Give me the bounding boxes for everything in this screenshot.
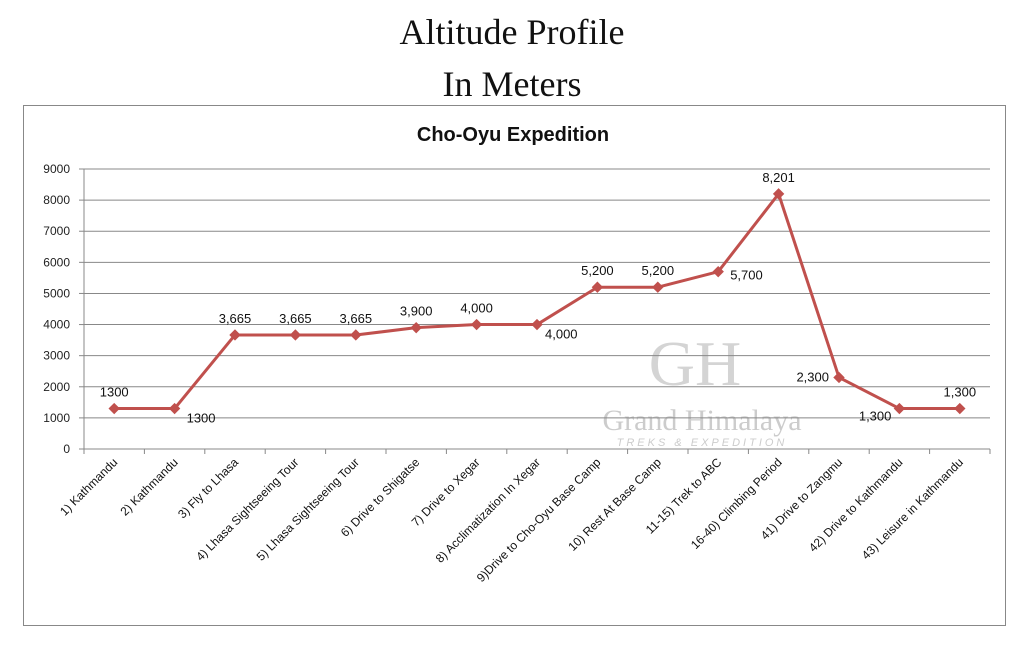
data-point [712, 265, 724, 278]
data-point [168, 402, 181, 415]
data-point [954, 402, 966, 415]
x-category-label: 8) Acclimatization In Xegar [433, 455, 543, 565]
data-point [470, 318, 483, 331]
data-label: 5,200 [581, 263, 614, 278]
data-label: 2,300 [796, 369, 829, 384]
data-label: 4,000 [545, 327, 578, 342]
page-heading-line2: In Meters [442, 64, 582, 104]
data-label: 3,665 [219, 311, 252, 326]
y-tick-label: 4000 [43, 318, 70, 332]
data-label: 3,900 [400, 304, 433, 319]
y-tick-label: 6000 [43, 255, 70, 269]
grid-lines [84, 168, 990, 419]
data-label: 4,000 [460, 301, 493, 316]
x-category-label: 43) Leisure in Kathmandu [859, 455, 966, 562]
data-label: 5,200 [642, 263, 675, 278]
data-point [893, 402, 906, 415]
x-category-label: 4) Lhasa Sightseeing Tour [193, 455, 301, 563]
data-label: 5,700 [730, 268, 763, 283]
chart-frame [23, 105, 1006, 626]
data-point [652, 281, 664, 293]
x-category-label: 2) Kathmandu [118, 455, 181, 518]
y-tick-label: 2000 [43, 380, 70, 394]
chart-title: Cho-Oyu Expedition [417, 124, 609, 146]
x-category-label: 1) Kathmandu [57, 455, 120, 518]
x-category-label: 5) Lhasa Sightseeing Tour [254, 455, 362, 563]
data-label: 3,665 [279, 311, 312, 326]
page-heading-line1: Altitude Profile [399, 12, 625, 52]
y-tick-label: 3000 [43, 349, 70, 363]
y-tick-label: 8000 [43, 193, 70, 207]
data-point [289, 329, 302, 341]
data-label: 1,300 [859, 409, 892, 424]
data-label: 8,201 [762, 170, 795, 185]
x-category-label: 9)Drive to Cho-Oyu Base Camp [474, 455, 604, 585]
data-labels: 1300 1300 3,665 3,665 3,665 3,900 4,000 4,000 5,… [100, 170, 976, 426]
series-altitude [108, 188, 966, 415]
watermark-monogram: GH [649, 328, 741, 399]
data-point [833, 371, 845, 384]
data-point [591, 281, 604, 293]
data-label: 3,665 [340, 311, 373, 326]
watermark-logo: GH Grand Himalaya TREKS & EXPEDITION [602, 328, 801, 449]
data-label: 1300 [100, 385, 129, 400]
data-point [772, 188, 785, 200]
x-category-label: 3) Fly to Lhasa [175, 455, 241, 521]
data-point [410, 321, 422, 334]
data-label: 1300 [187, 411, 216, 426]
y-tick-label: 9000 [43, 162, 70, 176]
series-line [114, 192, 960, 411]
y-tick-label: 0 [63, 442, 70, 456]
y-tick-label: 5000 [43, 286, 70, 300]
watermark-name: Grand Himalaya [602, 404, 801, 437]
data-point [108, 402, 120, 415]
data-point [531, 318, 543, 331]
data-point [350, 329, 362, 341]
y-tick-label: 7000 [43, 224, 70, 238]
y-axis: 0 1000 2000 3000 4000 5000 6000 7000 8000 9000 [43, 162, 85, 456]
watermark-tagline: TREKS & EXPEDITION [617, 437, 788, 449]
data-point [229, 329, 241, 341]
y-tick-label: 1000 [43, 411, 70, 425]
data-label: 1,300 [944, 385, 977, 400]
